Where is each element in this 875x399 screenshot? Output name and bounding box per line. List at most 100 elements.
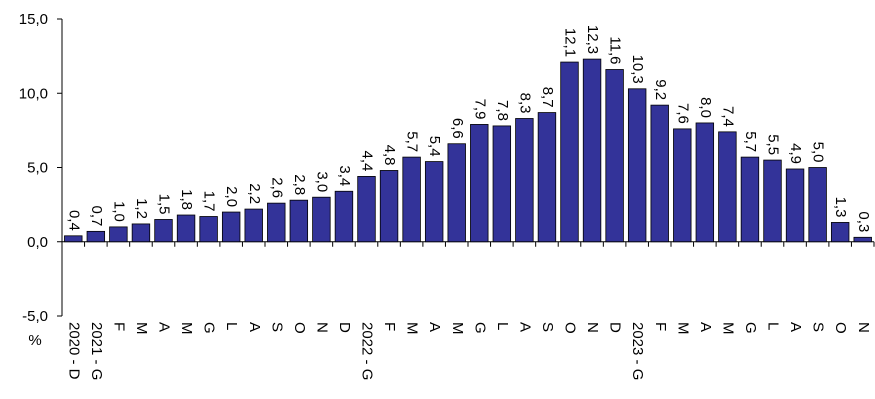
labels-layer: 0,4 2020 - D 0,7 2021 - G 1,0 F 1,2 M 1,5 A 1,8 M 1,… <box>65 25 871 380</box>
bar-value-label: 11,6 <box>607 36 624 64</box>
x-category-label: 2021 - G <box>88 322 105 380</box>
bar <box>763 159 782 243</box>
x-category-label: G <box>742 322 759 334</box>
bar <box>515 118 534 243</box>
bar <box>582 58 602 243</box>
bar-value-label: 4,4 <box>359 151 376 172</box>
x-category-label: N <box>313 322 330 333</box>
x-category-label: O <box>832 322 849 334</box>
y-tick-label: 15,0 <box>19 11 48 28</box>
x-category-label: M <box>178 322 195 335</box>
bar <box>221 211 241 243</box>
bar-value-label: 5,0 <box>810 142 827 163</box>
bar-value-label: 5,5 <box>765 134 782 155</box>
x-category-label: L <box>765 322 782 330</box>
x-category-label: A <box>426 322 443 332</box>
bar <box>673 128 692 243</box>
bar <box>627 88 647 243</box>
x-category-label: A <box>697 322 714 332</box>
bar-value-label: 1,2 <box>133 198 150 219</box>
bar-value-label: 4,9 <box>787 143 804 164</box>
bar-value-label: 0,4 <box>65 210 82 231</box>
x-category-label: A <box>516 322 533 332</box>
bar-value-label: 10,3 <box>629 55 646 84</box>
bar-value-label: 8,0 <box>697 97 714 118</box>
bar <box>830 222 850 243</box>
bar-value-label: 5,7 <box>742 131 759 152</box>
x-category-label: 2023 - G <box>629 322 646 380</box>
x-category-label: M <box>449 322 466 335</box>
x-category-label: F <box>110 322 127 331</box>
bar <box>470 124 489 243</box>
bar <box>357 176 376 243</box>
bar <box>267 202 286 243</box>
bar-value-label: 0,3 <box>855 211 872 232</box>
x-category-label: G <box>471 322 488 334</box>
bar-value-label: 8,3 <box>516 93 533 114</box>
bar-value-label: 6,6 <box>449 118 466 139</box>
bar-value-label: 9,2 <box>652 79 669 100</box>
bar <box>379 170 399 243</box>
bar <box>492 125 512 243</box>
bar <box>560 61 579 243</box>
bar <box>402 156 421 243</box>
x-category-label: N <box>584 322 601 333</box>
bar-value-label: 3,0 <box>313 171 330 192</box>
bar-value-label: 0,7 <box>88 205 105 226</box>
x-category-label: G <box>201 322 218 334</box>
bar <box>334 190 354 243</box>
bar-value-label: 3,4 <box>336 165 353 186</box>
x-category-label: A <box>156 322 173 332</box>
y-tick-label: -5,0 <box>22 308 48 325</box>
x-category-label: L <box>223 322 240 330</box>
bar-value-label: 4,8 <box>381 145 398 166</box>
bar-value-label: 7,8 <box>494 100 511 121</box>
bars-layer <box>64 58 872 243</box>
x-category-label: F <box>381 322 398 331</box>
bar <box>424 161 444 243</box>
bar <box>86 230 106 243</box>
bar <box>176 214 196 243</box>
x-category-label: S <box>810 322 827 332</box>
bar-value-label: 2,6 <box>268 177 285 198</box>
bar <box>312 196 331 243</box>
axes-layer: 15,0 10,0 5,0 0,0 -5,0 <box>19 11 875 325</box>
bar <box>289 199 309 243</box>
bar <box>718 131 737 243</box>
bar <box>853 236 872 243</box>
x-category-label: M <box>719 322 736 335</box>
y-unit-label: % <box>28 332 41 349</box>
bar-value-label: 1,3 <box>832 197 849 218</box>
y-tick-label: 0,0 <box>27 234 48 251</box>
x-category-label: M <box>404 322 421 335</box>
x-category-label: O <box>291 322 308 334</box>
bar <box>605 69 624 243</box>
bar <box>131 223 151 243</box>
bar-value-label: 7,6 <box>674 103 691 124</box>
x-category-label: D <box>607 322 624 333</box>
bar <box>808 167 827 243</box>
x-category-label: 2020 - D <box>65 322 82 380</box>
bar-value-label: 1,5 <box>156 194 173 215</box>
bar-value-label: 1,7 <box>201 191 218 212</box>
bar-value-label: 7,9 <box>471 99 488 120</box>
bar <box>650 104 669 243</box>
bar-value-label: 1,8 <box>178 189 195 210</box>
bar-value-label: 5,4 <box>426 136 443 157</box>
bar-value-label: 2,2 <box>246 183 263 204</box>
bar <box>537 112 557 243</box>
bar-value-label: 8,7 <box>539 87 556 108</box>
bar <box>199 216 218 243</box>
bar-value-label: 1,0 <box>110 201 127 222</box>
bar-value-label: 12,3 <box>584 25 601 54</box>
y-tick-label: 10,0 <box>19 85 48 102</box>
x-category-label: A <box>787 322 804 332</box>
x-category-label: L <box>494 322 511 330</box>
x-category-label: M <box>674 322 691 335</box>
bar <box>695 122 715 243</box>
x-category-label: S <box>539 322 556 332</box>
bar <box>447 143 466 243</box>
bar-value-label: 2,8 <box>291 174 308 195</box>
x-category-label: D <box>336 322 353 333</box>
